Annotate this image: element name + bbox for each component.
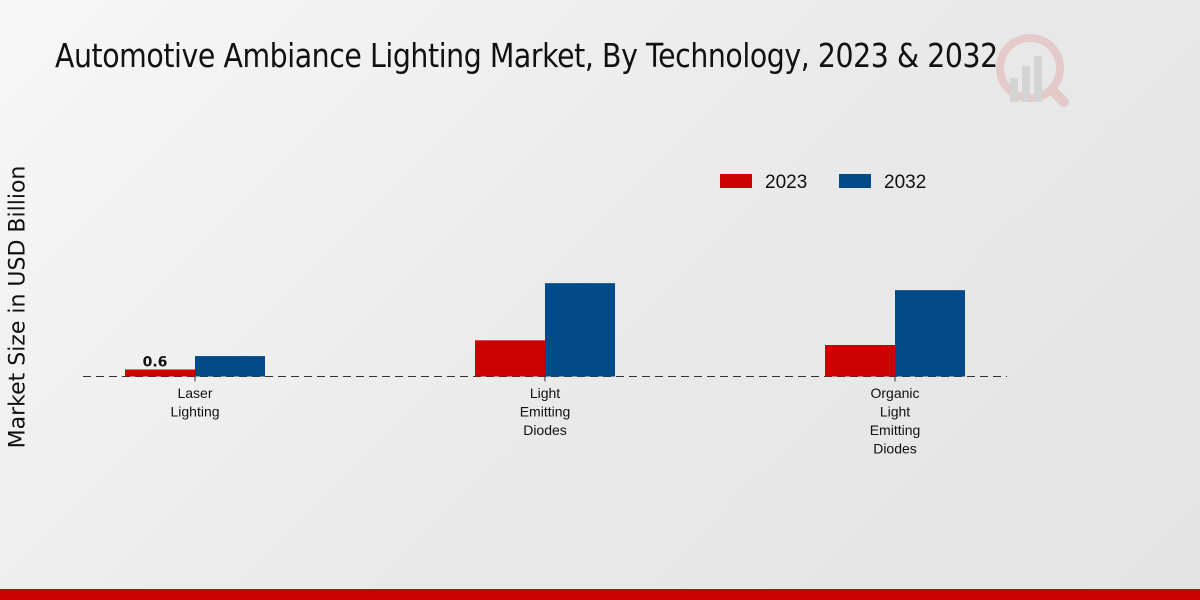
x-tick-label: Light Emitting Diodes xyxy=(520,385,571,438)
bar-2023-0 xyxy=(125,369,195,377)
legend-label-2032: 2032 xyxy=(884,172,926,193)
watermark-logo-icon xyxy=(996,34,1069,107)
bar-2023-1 xyxy=(475,340,545,377)
bar-2023-2 xyxy=(825,344,895,377)
legend-swatch-2023 xyxy=(720,174,752,188)
data-label: 0.6 xyxy=(143,354,168,370)
chart-title: Automotive Ambiance Lighting Market, By … xyxy=(55,36,998,75)
legend-label-2023: 2023 xyxy=(765,172,807,193)
bar-2032-2 xyxy=(895,290,965,377)
bar-2032-1 xyxy=(545,283,615,377)
x-tick-label: Organic Light Emitting Diodes xyxy=(870,385,921,457)
x-tick-label: Laser Lighting xyxy=(170,385,219,420)
bar-2032-0 xyxy=(195,356,265,377)
legend-swatch-2032 xyxy=(839,174,871,188)
footer-bar xyxy=(0,589,1200,600)
